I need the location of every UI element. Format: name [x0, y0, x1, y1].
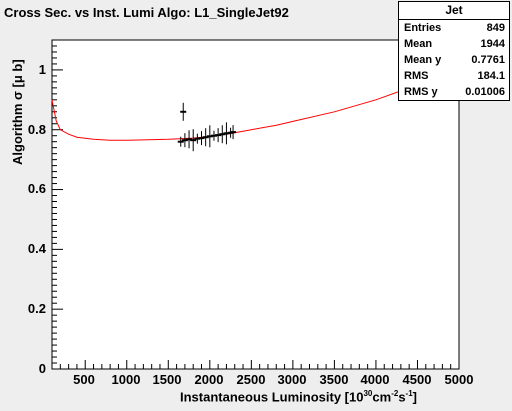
x-tick-label: 4500: [402, 372, 432, 387]
x-axis-label-sup2: -2: [391, 389, 399, 398]
x-axis-label-sup1: 30: [363, 389, 373, 398]
stats-label: Entries: [404, 22, 442, 34]
stats-value: 184.1: [477, 70, 505, 82]
y-tick-label: 0.6: [27, 181, 46, 196]
x-axis-label-text: Instantaneous Luminosity [10: [180, 389, 364, 405]
x-tick-label: 3500: [319, 372, 349, 387]
data-point: [177, 136, 184, 147]
stats-value: 0.01006: [465, 86, 505, 98]
x-axis-label-end: ]: [412, 389, 418, 405]
stats-label: RMS y: [404, 86, 438, 98]
x-tick-label: 3000: [277, 372, 307, 387]
stats-label: RMS: [404, 70, 429, 82]
stats-label: Mean y: [404, 54, 442, 66]
x-tick-label: 500: [73, 372, 95, 387]
x-tick-label: 5000: [444, 372, 474, 387]
stats-row: RMS y 0.01006: [399, 84, 509, 100]
data-point: [180, 102, 187, 121]
y-tick-label: 0.4: [27, 241, 46, 256]
stats-row: Mean 1944: [399, 36, 509, 52]
x-tick-label: 4000: [360, 372, 390, 387]
x-axis-label-sup3: -1: [405, 389, 413, 398]
x-axis-label-mid2: s: [398, 389, 406, 405]
stats-title: Jet: [399, 2, 509, 20]
x-tick-label: 1000: [111, 372, 141, 387]
stats-label: Mean: [404, 38, 433, 50]
y-tick-label: 0.2: [27, 301, 46, 316]
stats-row: Mean y 0.7761: [399, 52, 509, 68]
data-point: [230, 125, 237, 140]
data-points: [177, 102, 237, 152]
chart-title: Cross Sec. vs Inst. Lumi Algo: L1_Single…: [4, 5, 289, 20]
data-point: [190, 129, 197, 152]
stats-row: Entries 849: [399, 20, 509, 36]
stats-value: 849: [486, 22, 505, 34]
x-axis-label-mid: cm: [372, 389, 392, 405]
stats-value: 1944: [480, 38, 505, 50]
stats-row: RMS 184.1: [399, 68, 509, 84]
x-axis-label: Instantaneous Luminosity [1030cm-2s-1]: [180, 389, 417, 404]
y-tick-label: 0: [38, 361, 46, 376]
stats-box: Jet Entries 849 Mean 1944 Mean y 0.7761 …: [398, 1, 510, 101]
x-tick-label: 1500: [152, 372, 182, 387]
x-tick-label: 2000: [194, 372, 224, 387]
stats-value: 0.7761: [471, 54, 505, 66]
x-tick-label: 2500: [236, 372, 266, 387]
y-tick-label: 1: [38, 62, 46, 77]
axis-ticks: [51, 39, 460, 370]
y-tick-label: 0.8: [27, 122, 46, 137]
